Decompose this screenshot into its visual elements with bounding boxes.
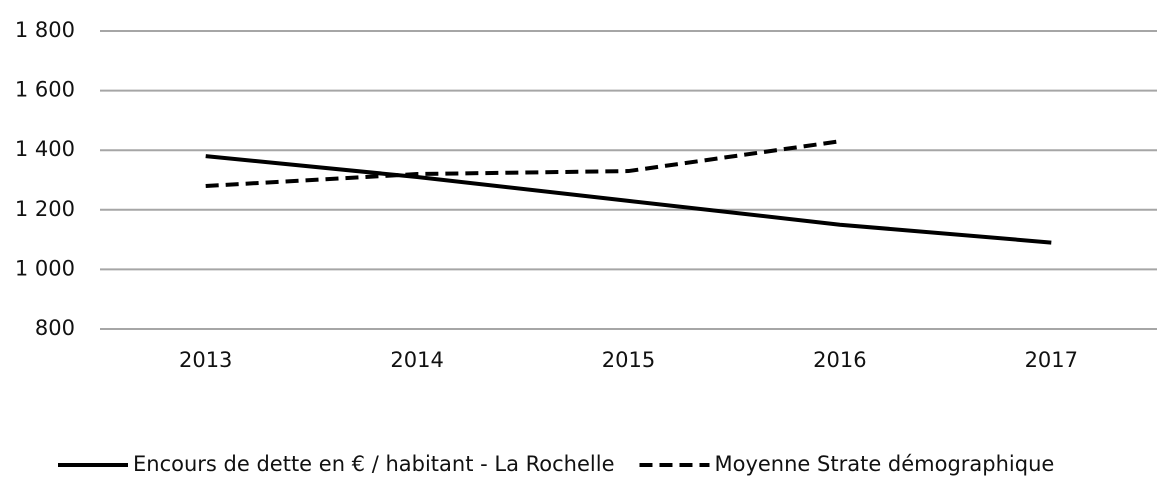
series-line	[205, 154, 1052, 245]
x-tick-label: 2017	[1025, 348, 1078, 372]
x-tick-label: 2014	[390, 348, 443, 372]
y-tick-label: 800	[35, 316, 75, 340]
series-line	[205, 139, 841, 188]
x-tick-label: 2013	[179, 348, 232, 372]
legend-label: Moyenne Strate démographique	[714, 452, 1054, 476]
y-tick-label: 1 000	[15, 256, 75, 280]
y-tick-label: 1 400	[15, 137, 75, 161]
y-tick-label: 1 200	[15, 197, 75, 221]
y-tick-label: 1 600	[15, 78, 75, 102]
legend-label: Encours de dette en € / habitant - La Ro…	[133, 452, 614, 476]
x-tick-label: 2015	[602, 348, 655, 372]
x-tick-label: 2016	[813, 348, 866, 372]
y-tick-label: 1 800	[15, 18, 75, 42]
